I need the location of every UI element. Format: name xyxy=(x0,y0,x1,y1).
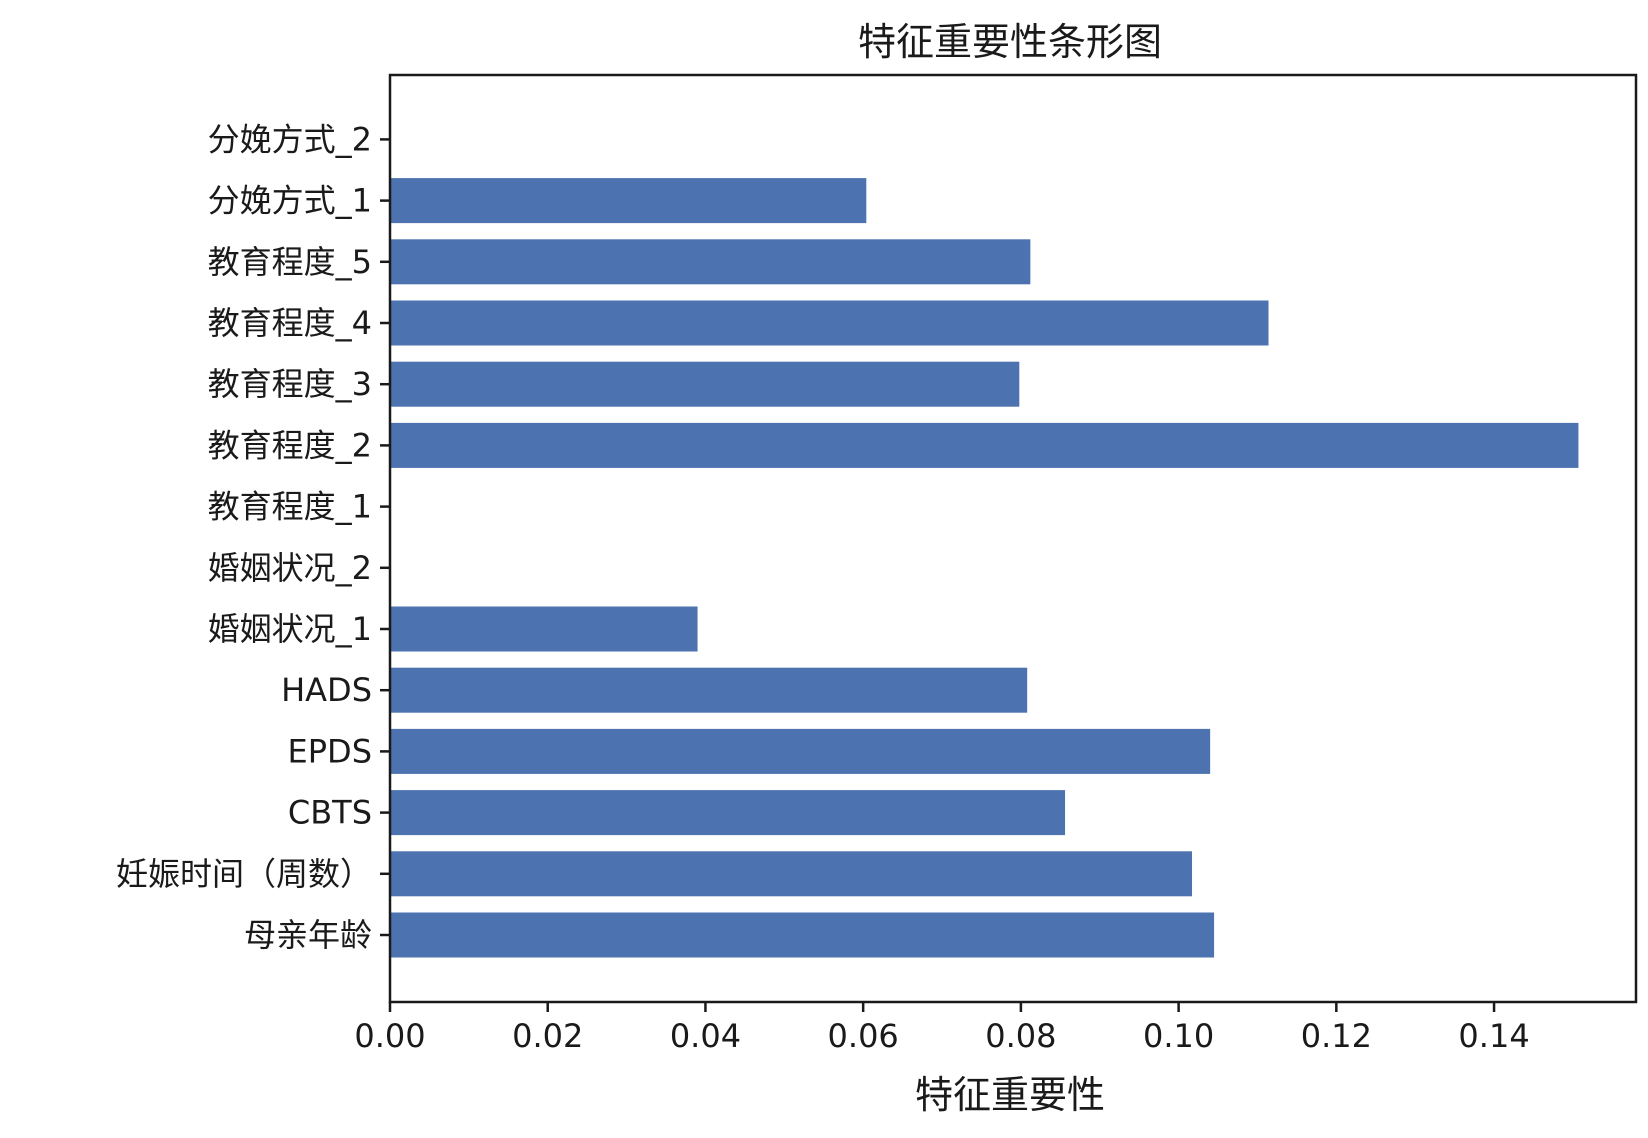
bar xyxy=(390,300,1269,346)
y-tick-label: CBTS xyxy=(288,794,372,832)
y-tick-label: 母亲年龄 xyxy=(244,916,372,954)
bar xyxy=(390,728,1211,774)
y-tick-label: 教育程度_2 xyxy=(208,426,372,464)
y-tick-label: EPDS xyxy=(288,732,372,770)
y-axis: 母亲年龄 妊娠时间（周数） CBTS EPDS HADS 婚姻状况_1 婚姻状况_2 教育程度… xyxy=(116,120,390,954)
x-axis-label: 特征重要性 xyxy=(915,1073,1105,1117)
bar xyxy=(390,790,1066,836)
x-tick-label: 0.00 xyxy=(354,1017,425,1055)
plot-frame xyxy=(388,73,1638,1004)
bar xyxy=(390,178,867,224)
bar xyxy=(390,239,1031,285)
y-tick-label: 教育程度_3 xyxy=(208,365,372,403)
x-tick-label: 0.12 xyxy=(1301,1017,1372,1055)
x-tick-label: 0.02 xyxy=(512,1017,583,1055)
bar xyxy=(390,667,1028,713)
y-tick-label: 教育程度_4 xyxy=(208,304,372,342)
chart-title: 特征重要性条形图 xyxy=(858,20,1162,64)
y-tick-label: 分娩方式_2 xyxy=(208,120,372,158)
bar xyxy=(390,361,1020,407)
y-tick-label: 妊娠时间（周数） xyxy=(116,855,372,893)
x-tick-label: 0.06 xyxy=(828,1017,899,1055)
x-tick-label: 0.14 xyxy=(1458,1017,1529,1055)
y-tick-label: 分娩方式_1 xyxy=(208,182,372,220)
bar xyxy=(390,606,698,652)
bar xyxy=(390,912,1215,958)
y-tick-label: 教育程度_5 xyxy=(208,243,372,281)
y-tick-label: 婚姻状况_2 xyxy=(208,549,372,587)
y-tick-label: 婚姻状况_1 xyxy=(208,610,372,648)
y-tick-label: HADS xyxy=(281,671,372,709)
bar xyxy=(390,422,1579,468)
bar xyxy=(390,851,1193,897)
bars-layer xyxy=(390,178,1579,958)
x-tick-label: 0.10 xyxy=(1143,1017,1214,1055)
x-tick-label: 0.04 xyxy=(670,1017,741,1055)
y-tick-label: 教育程度_1 xyxy=(208,488,372,526)
x-tick-label: 0.08 xyxy=(985,1017,1056,1055)
x-axis: 0.00 0.02 0.04 0.06 0.08 0.10 0.12 0.14 xyxy=(354,1002,1530,1055)
